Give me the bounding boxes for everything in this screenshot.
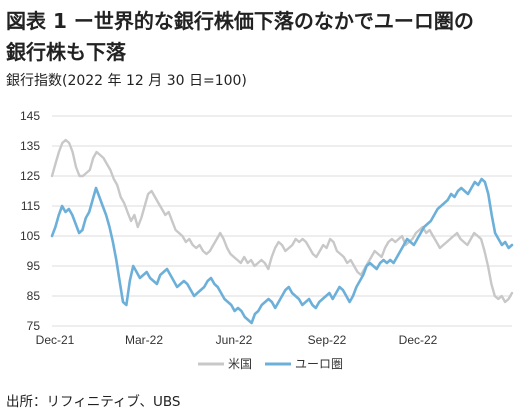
chart-subtitle: 銀行指数(2022 年 12 月 30 日=100) [6,73,247,89]
line-chart: 75 85 95 105 115 125 135 145 Dec-21 Mar-22 Jun-22… [20,109,514,371]
x-tick-label: Dec-22 [399,333,438,347]
series-line-eurozone [50,177,514,325]
y-tick-label: 75 [27,319,41,333]
y-tick-label: 85 [27,289,41,303]
series-lines [50,138,514,325]
x-tick-label: Sep-22 [308,333,347,347]
y-tick-label: 105 [20,229,40,243]
gridlines [52,115,512,327]
y-axis-ticks: 75 85 95 105 115 125 135 145 [20,109,40,333]
series-line-us [50,138,514,304]
y-tick-label: 145 [20,109,40,123]
chart-title-line1: 図表 1 ー世界的な銀行株価下落のなかでユーロ圏の [6,9,474,33]
legend: 米国 ユーロ圏 [198,357,343,371]
y-tick-label: 115 [21,199,40,213]
legend-label-us: 米国 [228,357,252,371]
chart-title: 図表 1 ー世界的な銀行株価下落のなかでユーロ圏の 銀行株も下落 [6,6,514,68]
y-tick-label: 95 [27,259,41,273]
x-tick-label: Dec-21 [36,333,75,347]
source-note: 出所：リフィニティブ、UBS [6,394,181,410]
y-tick-label: 135 [20,139,40,153]
x-tick-label: Jun-22 [216,333,253,347]
chart-title-line2: 銀行株も下落 [6,40,126,64]
y-tick-label: 125 [20,169,40,183]
legend-label-eurozone: ユーロ圏 [295,357,343,371]
x-axis-ticks: Dec-21 Mar-22 Jun-22 Sep-22 Dec-22 [36,333,438,347]
x-tick-label: Mar-22 [125,333,163,347]
